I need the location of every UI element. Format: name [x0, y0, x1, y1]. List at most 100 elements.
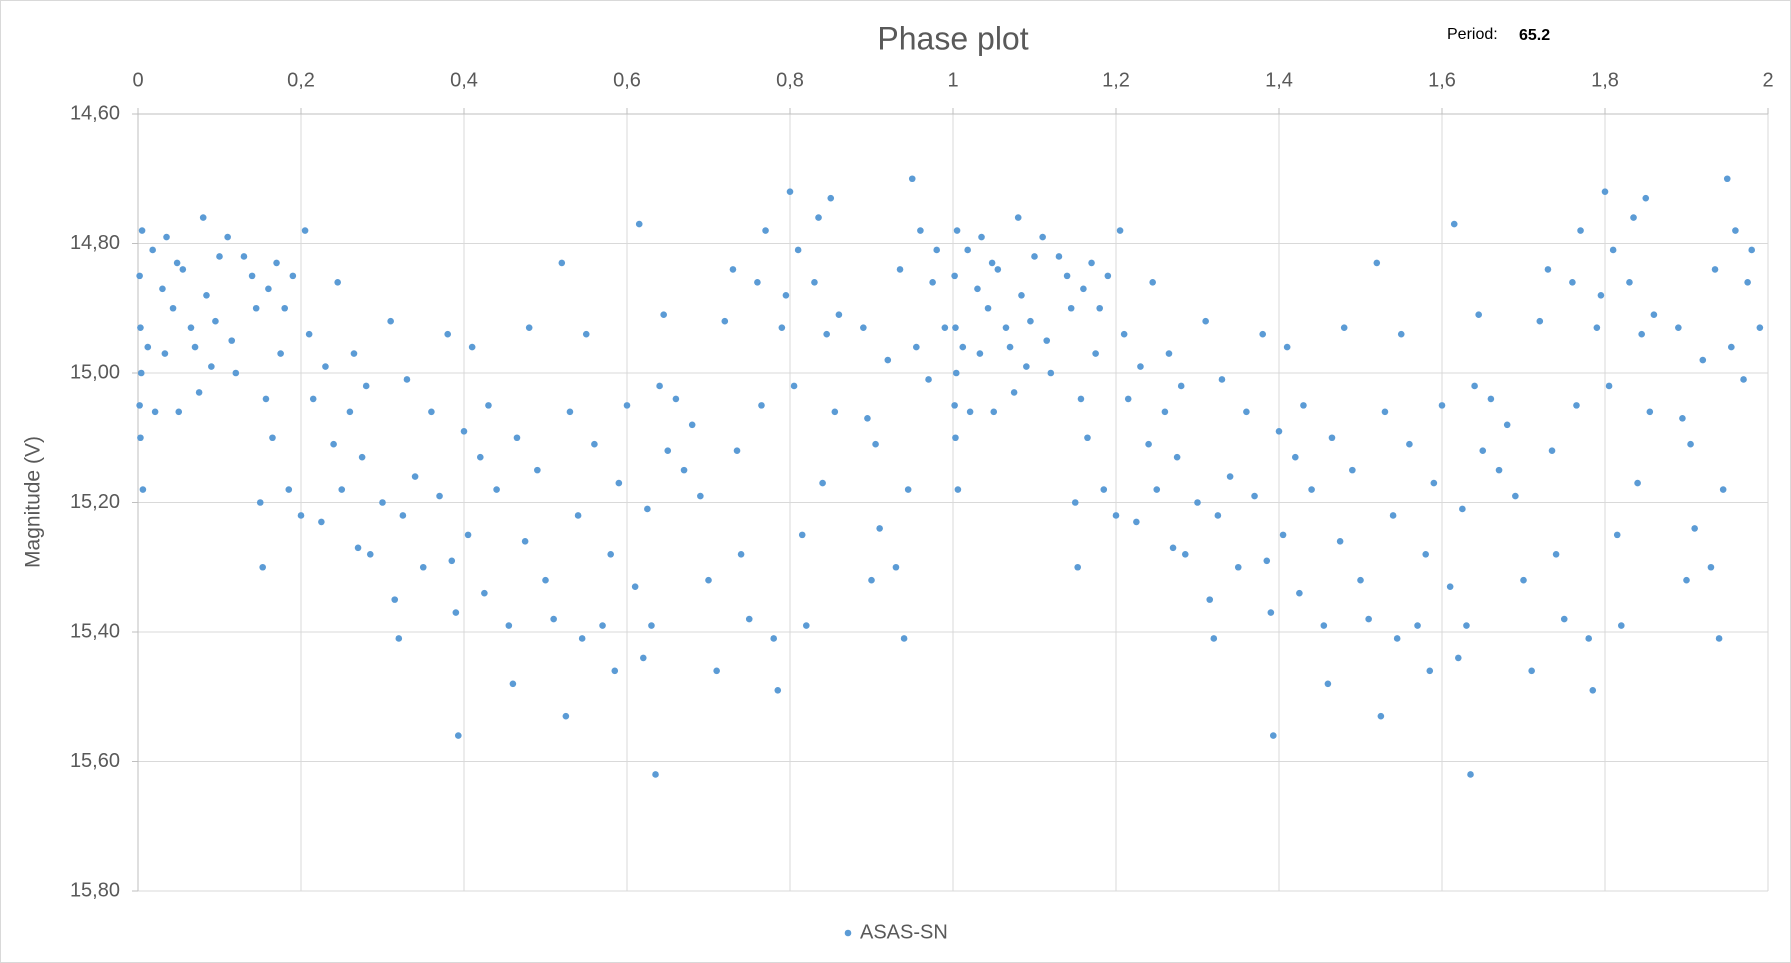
- point: [860, 324, 867, 331]
- point: [460, 427, 468, 435]
- point: [1043, 337, 1051, 344]
- point: [1471, 382, 1478, 390]
- point: [265, 285, 272, 293]
- point: [1080, 285, 1087, 293]
- point: [1161, 408, 1169, 416]
- point: [379, 499, 386, 506]
- point: [574, 512, 582, 519]
- period-value: 65.2: [1519, 27, 1550, 44]
- point: [811, 279, 818, 286]
- point: [1455, 654, 1462, 662]
- point: [346, 408, 354, 416]
- point: [823, 330, 830, 338]
- point: [1495, 466, 1503, 474]
- point: [256, 499, 264, 506]
- point: [161, 350, 169, 357]
- point: [1634, 479, 1641, 487]
- point: [892, 563, 900, 571]
- point: [403, 376, 411, 383]
- point: [607, 551, 614, 558]
- point: [273, 259, 280, 267]
- point: [1544, 266, 1552, 273]
- point: [350, 350, 358, 357]
- point: [1210, 635, 1218, 642]
- point: [366, 551, 374, 558]
- point: [318, 518, 325, 526]
- point: [1100, 486, 1108, 493]
- point: [1169, 544, 1177, 552]
- point: [1650, 311, 1658, 319]
- point: [815, 214, 822, 221]
- point: [301, 227, 309, 234]
- x-tick-label: 0: [132, 69, 143, 91]
- point: [1084, 434, 1091, 442]
- point: [208, 363, 215, 370]
- point: [216, 253, 223, 260]
- point: [1259, 330, 1266, 338]
- point: [191, 343, 199, 351]
- point: [399, 512, 407, 519]
- point: [444, 330, 452, 338]
- point: [1569, 279, 1576, 286]
- point: [1202, 317, 1209, 325]
- point: [513, 434, 521, 442]
- point: [248, 272, 256, 280]
- point: [534, 466, 541, 474]
- point: [137, 369, 145, 377]
- point: [330, 440, 337, 448]
- point: [338, 486, 346, 493]
- point: [611, 667, 619, 675]
- point: [978, 233, 985, 241]
- point: [1642, 194, 1650, 202]
- point: [509, 680, 517, 688]
- point: [1328, 434, 1336, 442]
- point: [525, 324, 533, 331]
- point: [1173, 453, 1181, 461]
- point: [259, 563, 266, 571]
- point: [1430, 479, 1438, 487]
- point: [913, 343, 920, 351]
- point: [803, 622, 810, 629]
- point: [578, 635, 586, 642]
- point: [354, 544, 362, 552]
- point: [187, 324, 195, 331]
- point: [876, 525, 883, 532]
- point: [1528, 667, 1535, 675]
- point: [149, 246, 156, 254]
- point: [1177, 382, 1185, 390]
- point: [884, 356, 892, 364]
- point: [1218, 376, 1226, 383]
- point: [1548, 447, 1556, 455]
- point: [387, 317, 394, 325]
- point: [990, 408, 998, 416]
- point: [900, 635, 908, 642]
- point: [1074, 563, 1081, 571]
- point: [778, 324, 786, 331]
- point: [1699, 356, 1707, 364]
- point: [1638, 330, 1645, 338]
- point: [1593, 324, 1601, 331]
- point: [917, 227, 924, 234]
- point: [212, 317, 219, 325]
- point: [1719, 486, 1727, 493]
- point: [615, 479, 623, 487]
- point: [436, 492, 443, 500]
- point: [976, 350, 984, 357]
- point: [566, 408, 574, 416]
- point: [173, 259, 181, 267]
- point: [953, 227, 961, 234]
- point: [305, 330, 313, 338]
- point: [644, 505, 651, 513]
- point: [391, 596, 399, 603]
- point: [705, 576, 712, 584]
- point: [831, 408, 839, 416]
- point: [631, 583, 639, 590]
- point: [1120, 330, 1128, 338]
- x-tick-label: 1,8: [1591, 69, 1619, 91]
- point: [1552, 551, 1560, 558]
- point: [1067, 304, 1075, 312]
- point: [1467, 771, 1474, 778]
- point: [505, 622, 513, 629]
